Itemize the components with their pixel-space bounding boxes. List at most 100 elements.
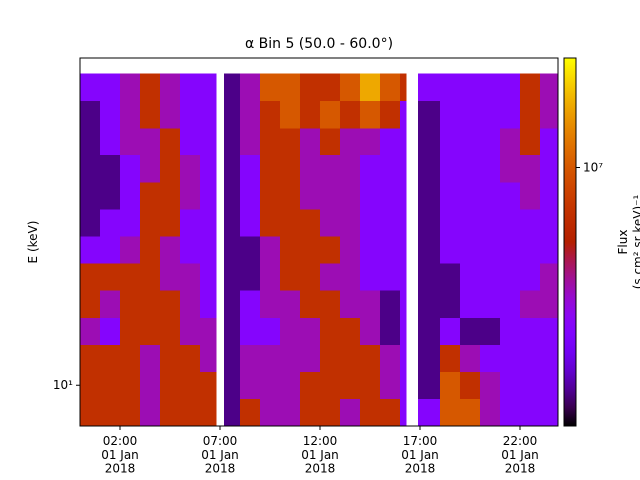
heatmap-cell bbox=[500, 73, 521, 101]
heatmap-cell bbox=[120, 182, 141, 210]
heatmap-cell bbox=[280, 290, 301, 318]
heatmap-cell bbox=[300, 236, 321, 264]
heatmap-cell bbox=[400, 290, 407, 318]
heatmap-cell bbox=[500, 290, 521, 318]
heatmap-cell bbox=[460, 371, 481, 400]
heatmap-cell bbox=[100, 73, 121, 101]
heatmap-cell bbox=[480, 290, 501, 318]
heatmap-cell bbox=[520, 371, 541, 400]
heatmap-cell bbox=[340, 209, 361, 237]
heatmap-cell bbox=[80, 344, 101, 372]
heatmap-cell bbox=[360, 290, 381, 318]
heatmap-cell bbox=[360, 154, 381, 183]
heatmap-cell bbox=[160, 182, 181, 210]
heatmap-cell bbox=[160, 73, 181, 101]
heatmap-cell bbox=[140, 127, 161, 156]
heatmap-cell bbox=[540, 100, 559, 129]
heatmap-cell bbox=[100, 209, 121, 237]
x-tick-label: 02:00 01 Jan 2018 bbox=[101, 434, 139, 476]
heatmap-cell bbox=[260, 398, 281, 427]
colorbar bbox=[563, 57, 577, 427]
heatmap-cell bbox=[180, 398, 201, 427]
heatmap-cell bbox=[160, 344, 181, 372]
heatmap-cell bbox=[100, 371, 121, 400]
heatmap-cell bbox=[200, 236, 217, 264]
heatmap-cell bbox=[380, 290, 401, 318]
heatmap-cell bbox=[320, 371, 341, 400]
heatmap-cell bbox=[200, 371, 217, 400]
heatmap-cell bbox=[360, 263, 381, 291]
heatmap-cell bbox=[360, 236, 381, 264]
heatmap-cell bbox=[300, 209, 321, 237]
heatmap-cell bbox=[140, 263, 161, 291]
heatmap-cell bbox=[280, 100, 301, 129]
heatmap-cell bbox=[140, 290, 161, 318]
colorbar-units: (s cm² sr keV)⁻¹ bbox=[631, 195, 640, 290]
heatmap-cell bbox=[120, 344, 141, 372]
heatmap-cell bbox=[440, 398, 461, 427]
heatmap-cell bbox=[380, 127, 401, 156]
heatmap-cell bbox=[100, 317, 121, 345]
heatmap-cell bbox=[240, 236, 261, 264]
heatmap-cell bbox=[140, 100, 161, 129]
heatmap-cell bbox=[260, 154, 281, 183]
heatmap-cell bbox=[540, 263, 559, 291]
heatmap-cell bbox=[100, 398, 121, 427]
heatmap-cell bbox=[120, 290, 141, 318]
heatmap-cell bbox=[380, 236, 401, 264]
heatmap-cell bbox=[260, 73, 281, 101]
heatmap-cell bbox=[260, 209, 281, 237]
heatmap-cell bbox=[100, 344, 121, 372]
heatmap-cell bbox=[540, 154, 559, 183]
heatmap-cell bbox=[280, 236, 301, 264]
heatmap-cell bbox=[300, 154, 321, 183]
heatmap-cell bbox=[400, 236, 407, 264]
heatmap-cell bbox=[240, 317, 261, 345]
heatmap-cell bbox=[340, 263, 361, 291]
heatmap-cell bbox=[418, 344, 441, 372]
heatmap-cell bbox=[460, 344, 481, 372]
heatmap-cell bbox=[400, 73, 407, 101]
heatmap-cell bbox=[120, 127, 141, 156]
heatmap-cell bbox=[540, 344, 559, 372]
heatmap-cell bbox=[380, 154, 401, 183]
heatmap-cell bbox=[540, 371, 559, 400]
heatmap-cell bbox=[180, 209, 201, 237]
heatmap-cell bbox=[400, 209, 407, 237]
heatmap-cell bbox=[224, 73, 241, 101]
heatmap-cell bbox=[480, 127, 501, 156]
heatmap-cell bbox=[80, 154, 101, 183]
heatmap-cell bbox=[440, 371, 461, 400]
heatmap-cell bbox=[80, 209, 101, 237]
heatmap-cell bbox=[480, 317, 501, 345]
heatmap-cell bbox=[280, 344, 301, 372]
heatmap-cell bbox=[380, 398, 401, 427]
heatmap-cell bbox=[200, 344, 217, 372]
heatmap-cell bbox=[440, 317, 461, 345]
heatmap-cell bbox=[160, 209, 181, 237]
heatmap-cell bbox=[224, 100, 241, 129]
heatmap-cell bbox=[200, 290, 217, 318]
heatmap-cell bbox=[320, 317, 341, 345]
heatmap-cell bbox=[320, 236, 341, 264]
heatmap-cell bbox=[540, 290, 559, 318]
heatmap-cell bbox=[360, 209, 381, 237]
heatmap-cell bbox=[400, 263, 407, 291]
heatmap-cell bbox=[240, 127, 261, 156]
heatmap-cell bbox=[224, 154, 241, 183]
heatmap-cell bbox=[360, 317, 381, 345]
heatmap-cell bbox=[180, 317, 201, 345]
heatmap-cell bbox=[300, 182, 321, 210]
heatmap-cell bbox=[200, 263, 217, 291]
heatmap-cell bbox=[240, 209, 261, 237]
heatmap-cell bbox=[120, 317, 141, 345]
heatmap-cell bbox=[440, 154, 461, 183]
heatmap-cell bbox=[340, 154, 361, 183]
heatmap-cell bbox=[418, 263, 441, 291]
heatmap-cell bbox=[160, 290, 181, 318]
heatmap-cell bbox=[120, 154, 141, 183]
heatmap-cell bbox=[380, 371, 401, 400]
heatmap-cell bbox=[224, 209, 241, 237]
heatmap-cell bbox=[480, 263, 501, 291]
